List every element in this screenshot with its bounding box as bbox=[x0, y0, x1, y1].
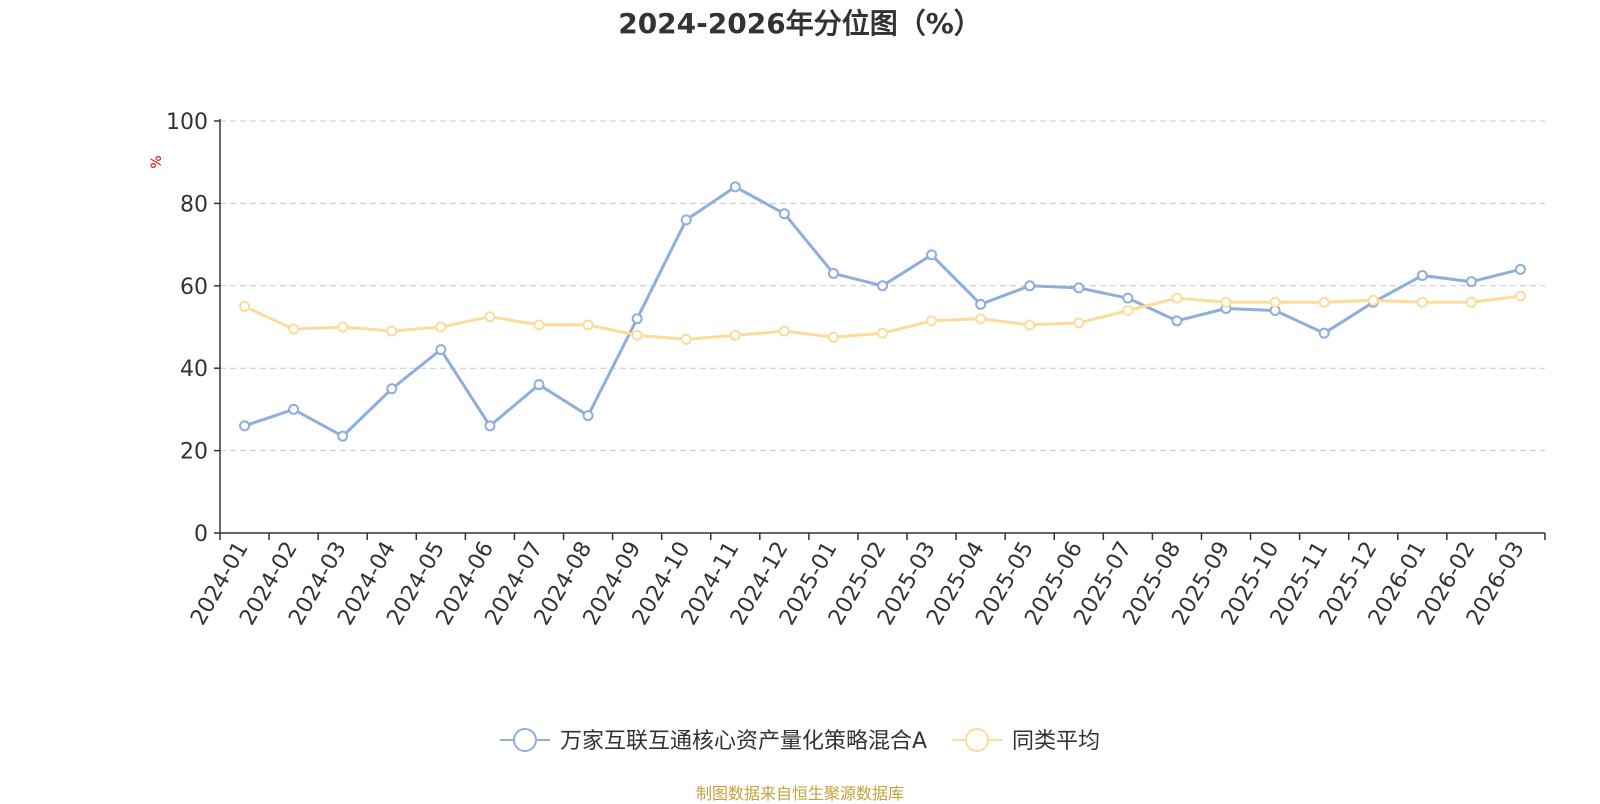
data-point bbox=[1024, 319, 1036, 331]
data-point bbox=[386, 383, 398, 395]
legend-label: 同类平均 bbox=[1012, 729, 1100, 754]
legend-item-2[interactable]: 同类平均 bbox=[952, 728, 1100, 754]
data-point bbox=[582, 319, 594, 331]
data-point bbox=[1269, 296, 1281, 308]
data-point bbox=[631, 329, 643, 341]
data-point bbox=[1073, 282, 1085, 294]
series-line-1 bbox=[244, 185, 1521, 438]
data-point bbox=[582, 410, 594, 422]
data-point bbox=[1465, 296, 1477, 308]
data-point bbox=[1171, 315, 1183, 327]
data-point bbox=[484, 420, 496, 432]
data-point bbox=[239, 420, 251, 432]
data-point bbox=[337, 321, 349, 333]
data-point bbox=[288, 323, 300, 335]
axes: 020406080100%2024-012024-022024-032024-0… bbox=[149, 110, 1546, 630]
data-point bbox=[1122, 305, 1134, 317]
data-point bbox=[631, 313, 643, 325]
data-point bbox=[827, 331, 839, 343]
legend-swatch-marker bbox=[512, 728, 537, 752]
data-point bbox=[1514, 290, 1526, 302]
data-point bbox=[435, 321, 447, 333]
data-point bbox=[484, 311, 496, 323]
data-point bbox=[975, 298, 987, 310]
data-point bbox=[1416, 296, 1428, 308]
data-point bbox=[1220, 296, 1232, 308]
data-point bbox=[533, 319, 545, 331]
data-point bbox=[435, 344, 447, 356]
y-tick-label: 40 bbox=[180, 357, 208, 382]
data-point bbox=[533, 379, 545, 391]
data-point bbox=[778, 325, 790, 337]
y-tick-label: 60 bbox=[180, 275, 208, 300]
y-tick-label: 80 bbox=[180, 192, 208, 217]
legend-label: 万家互联互通核心资产量化策略混合A bbox=[560, 729, 927, 754]
data-point bbox=[1073, 317, 1085, 329]
legend-swatch-marker bbox=[965, 728, 990, 752]
data-point bbox=[877, 280, 888, 292]
data-point bbox=[288, 403, 300, 415]
data-point bbox=[680, 333, 692, 345]
data-point bbox=[386, 325, 398, 337]
data-point bbox=[1367, 294, 1379, 306]
y-tick-label: 20 bbox=[180, 440, 208, 465]
y-tick-label: 0 bbox=[194, 522, 208, 547]
source-note: 制图数据来自恒生聚源数据库 bbox=[695, 784, 904, 803]
data-point bbox=[729, 181, 741, 193]
data-point bbox=[975, 313, 987, 325]
data-point bbox=[1318, 296, 1330, 308]
data-point bbox=[1465, 276, 1477, 288]
data-point bbox=[239, 300, 251, 312]
data-point bbox=[1318, 327, 1330, 339]
series-lines bbox=[239, 181, 1526, 442]
data-point bbox=[1024, 280, 1036, 292]
y-axis-label: % bbox=[149, 155, 165, 168]
data-point bbox=[729, 329, 741, 341]
data-point bbox=[337, 430, 349, 442]
data-point bbox=[1122, 292, 1134, 304]
data-point bbox=[1416, 270, 1428, 281]
data-point bbox=[1514, 263, 1526, 275]
data-point bbox=[926, 249, 938, 261]
y-tick-label: 100 bbox=[166, 110, 208, 135]
data-point bbox=[926, 315, 938, 327]
data-point bbox=[778, 208, 790, 220]
data-point bbox=[877, 327, 888, 339]
data-point bbox=[680, 214, 692, 226]
legend-item-1[interactable]: 万家互联互通核心资产量化策略混合A bbox=[499, 728, 927, 754]
data-point bbox=[827, 267, 839, 279]
chart-title: 2024-2026年分位图（%） bbox=[618, 7, 982, 40]
data-point bbox=[1171, 292, 1183, 304]
legend[interactable]: 万家互联互通核心资产量化策略混合A 同类平均 bbox=[499, 728, 1100, 754]
